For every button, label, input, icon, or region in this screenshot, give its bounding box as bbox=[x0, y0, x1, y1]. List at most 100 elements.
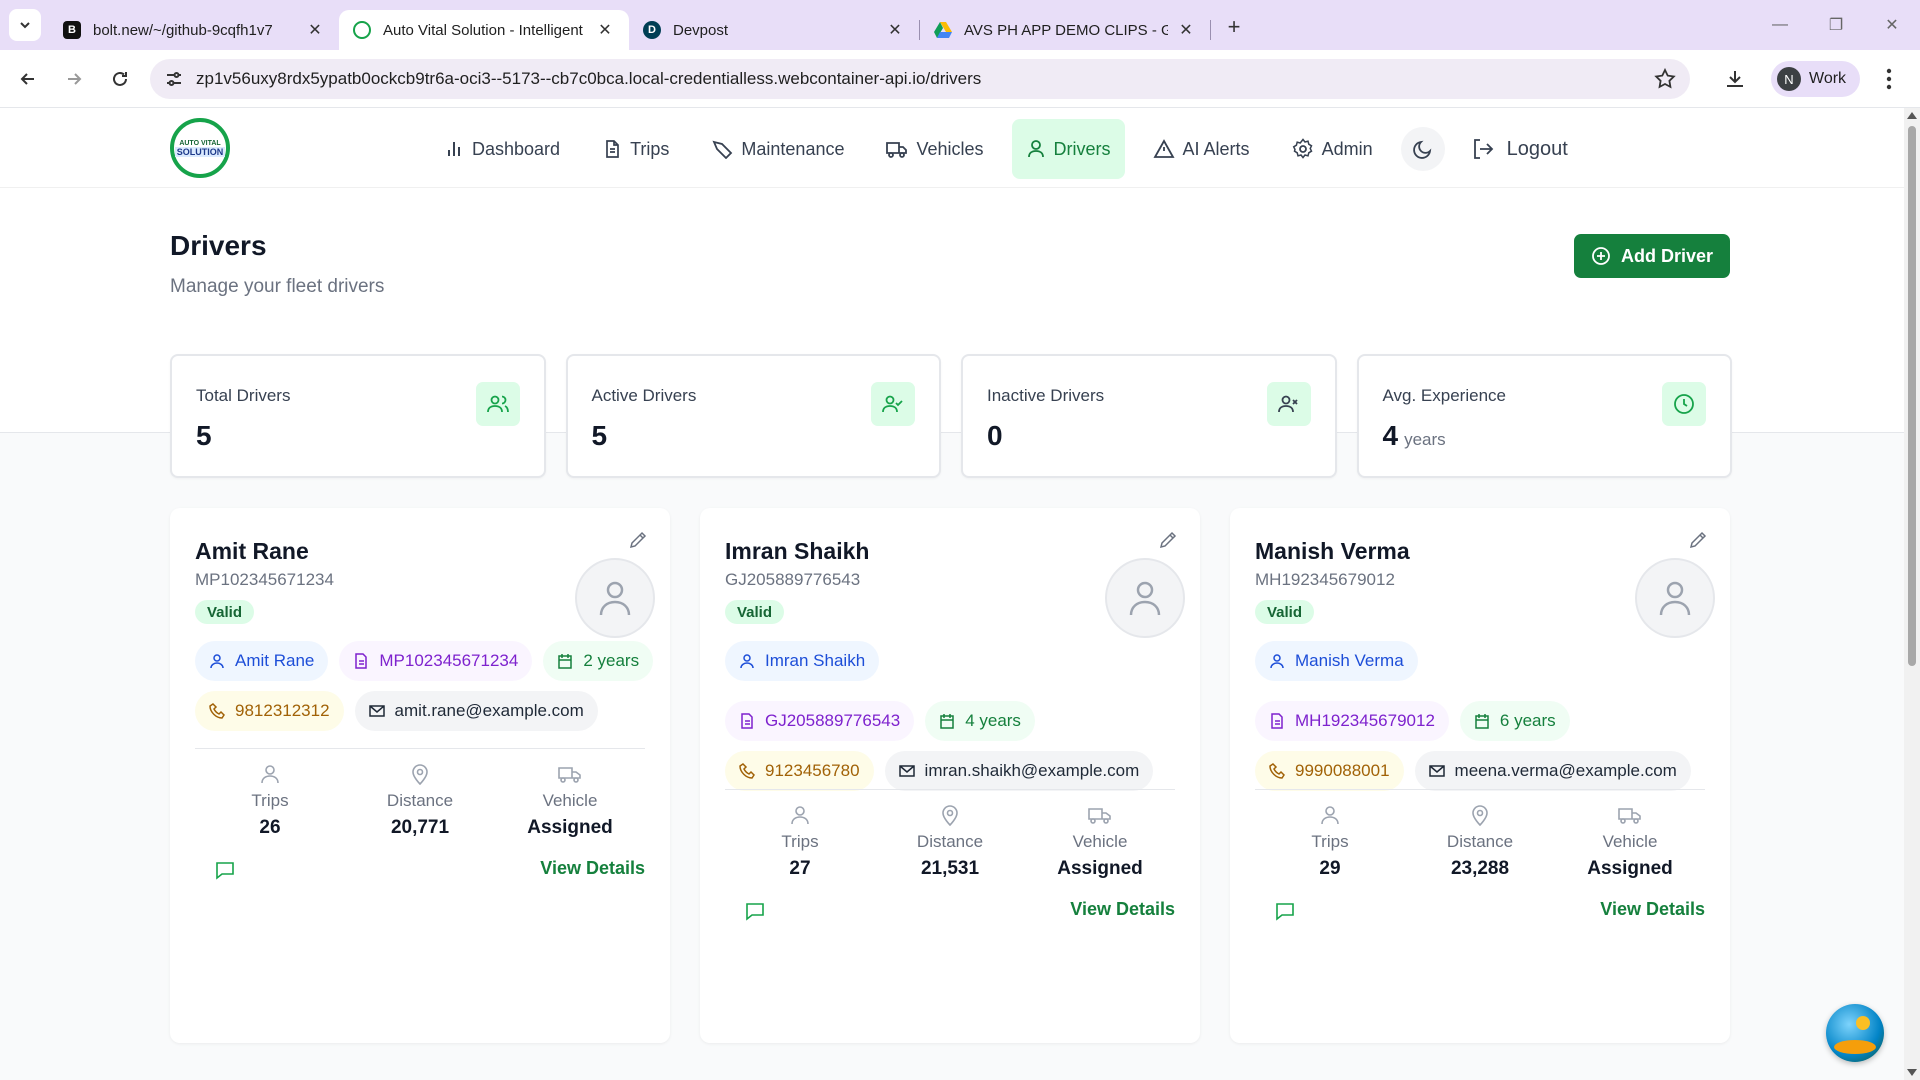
browser-tab-drive[interactable]: AVS PH APP DEMO CLIPS - Goo ✕ bbox=[920, 10, 1210, 50]
plus-circle-icon bbox=[1592, 247, 1610, 265]
metric-distance: Distance 21,531 bbox=[875, 804, 1025, 880]
map-pin-icon bbox=[412, 764, 428, 785]
reload-button[interactable] bbox=[100, 59, 140, 99]
map-pin-icon bbox=[1472, 805, 1488, 826]
profile-label: Work bbox=[1809, 70, 1847, 87]
bolt-favicon-icon: B bbox=[63, 21, 81, 39]
mail-icon bbox=[1428, 765, 1445, 777]
google-drive-icon bbox=[934, 21, 952, 39]
edit-pencil-icon[interactable] bbox=[1158, 530, 1178, 550]
profile-button[interactable]: N Work bbox=[1771, 61, 1861, 97]
edit-pencil-icon[interactable] bbox=[628, 530, 648, 550]
avatar bbox=[1635, 558, 1715, 638]
avatar bbox=[575, 558, 655, 638]
chip-phone: 9812312312 bbox=[195, 691, 344, 731]
back-button[interactable] bbox=[8, 59, 48, 99]
scrollbar-thumb[interactable] bbox=[1908, 126, 1916, 666]
more-vert-icon[interactable] bbox=[1882, 64, 1896, 94]
driver-metrics: Trips 29 Distance 23,288 Vehicle Assigne… bbox=[1255, 804, 1705, 880]
nav-trips[interactable]: Trips bbox=[588, 119, 683, 179]
close-icon[interactable]: ✕ bbox=[598, 22, 612, 39]
driver-license: MP102345671234 bbox=[195, 570, 334, 589]
nav-label: Maintenance bbox=[741, 138, 845, 159]
logout-button[interactable]: Logout bbox=[1471, 137, 1568, 161]
nav-admin[interactable]: Admin bbox=[1278, 119, 1387, 179]
license-status-badge: Valid bbox=[725, 600, 785, 624]
arrow-right-icon bbox=[68, 72, 82, 85]
view-details-link[interactable]: View Details bbox=[1070, 899, 1175, 919]
driver-card: Imran Shaikh GJ205889776543 Valid Imran … bbox=[700, 508, 1200, 1043]
address-bar[interactable]: zp1v56uxy8rdx5ypatb0ockcb9tr6a-oci3--517… bbox=[150, 59, 1690, 99]
bookmark-star-icon[interactable] bbox=[1654, 68, 1676, 90]
browser-tab-avs[interactable]: Auto Vital Solution - Intelligent ✕ bbox=[339, 10, 629, 50]
forward-button[interactable] bbox=[54, 59, 94, 99]
url-text: zp1v56uxy8rdx5ypatb0ockcb9tr6a-oci3--517… bbox=[196, 69, 982, 88]
tab-search-button[interactable] bbox=[9, 9, 41, 41]
divider bbox=[195, 748, 645, 749]
browser-tab-bar: B bolt.new/~/github-9cqfh1v7 ✕ Auto Vita… bbox=[0, 0, 1920, 50]
file-text-icon bbox=[355, 653, 368, 669]
chip-experience: 2 years bbox=[543, 641, 654, 681]
message-icon[interactable] bbox=[1275, 901, 1295, 921]
chip-name: Amit Rane bbox=[195, 641, 329, 681]
minimize-icon[interactable]: — bbox=[1772, 16, 1788, 33]
settings-icon bbox=[1292, 138, 1313, 159]
close-icon[interactable]: ✕ bbox=[888, 22, 902, 39]
browser-tab-devpost[interactable]: D Devpost ✕ bbox=[629, 10, 919, 50]
nav-dashboard[interactable]: Dashboard bbox=[430, 119, 574, 179]
mail-icon bbox=[368, 705, 385, 717]
stat-unit: years bbox=[1404, 430, 1446, 449]
new-tab-button[interactable]: + bbox=[1227, 14, 1241, 39]
view-details-link[interactable]: View Details bbox=[540, 858, 645, 878]
scroll-up-icon[interactable] bbox=[1907, 112, 1917, 119]
user-icon bbox=[740, 654, 754, 669]
tab-separator bbox=[919, 20, 920, 40]
stat-total-drivers: Total Drivers 5 bbox=[170, 354, 546, 478]
scrollbar[interactable] bbox=[1904, 108, 1920, 1080]
view-details-link[interactable]: View Details bbox=[1600, 899, 1705, 919]
license-status-badge: Valid bbox=[1255, 600, 1315, 624]
stat-active-drivers: Active Drivers 5 bbox=[565, 354, 941, 478]
nav-label: Drivers bbox=[1053, 138, 1111, 159]
logo-text-top: AUTO VITAL bbox=[179, 139, 221, 147]
chip-license: GJ205889776543 bbox=[725, 701, 915, 741]
stat-label: Total Drivers bbox=[196, 386, 291, 405]
theme-toggle-button[interactable] bbox=[1400, 127, 1445, 171]
browser-tab-bolt[interactable]: B bolt.new/~/github-9cqfh1v7 ✕ bbox=[49, 10, 339, 50]
user-icon bbox=[599, 581, 631, 616]
nav-drivers[interactable]: Drivers bbox=[1011, 119, 1125, 179]
logout-label: Logout bbox=[1506, 137, 1568, 160]
chevron-down-icon bbox=[20, 22, 30, 29]
nav-label: Vehicles bbox=[916, 138, 984, 159]
chip-name: Manish Verma bbox=[1255, 641, 1418, 681]
top-navigation: AUTO VITAL SOLUTION Dashboard Trips Main… bbox=[0, 108, 1904, 188]
tab-title: Devpost bbox=[673, 21, 729, 39]
message-icon[interactable] bbox=[745, 901, 765, 921]
driver-name: Amit Rane bbox=[195, 538, 309, 564]
phone-icon bbox=[739, 763, 755, 779]
close-window-icon[interactable]: ✕ bbox=[1885, 17, 1899, 34]
driver-metrics: Trips 27 Distance 21,531 Vehicle Assigne… bbox=[725, 804, 1175, 880]
add-driver-button[interactable]: Add Driver bbox=[1574, 234, 1730, 278]
chip-email: amit.rane@example.com bbox=[354, 691, 598, 731]
download-icon[interactable] bbox=[1724, 68, 1746, 90]
scroll-down-icon[interactable] bbox=[1907, 1069, 1917, 1076]
nav-ai-alerts[interactable]: AI Alerts bbox=[1139, 119, 1264, 179]
floating-assistant-button[interactable] bbox=[1826, 1004, 1884, 1062]
stat-value: 5 bbox=[196, 420, 212, 451]
chip-phone: 9990088001 bbox=[1255, 751, 1404, 791]
message-icon[interactable] bbox=[215, 860, 235, 880]
driver-card: Amit Rane MP102345671234 Valid Amit Rane… bbox=[170, 508, 670, 1043]
app-logo[interactable]: AUTO VITAL SOLUTION bbox=[170, 118, 230, 178]
site-settings-icon[interactable] bbox=[164, 69, 184, 89]
nav-vehicles[interactable]: Vehicles bbox=[872, 119, 997, 179]
edit-pencil-icon[interactable] bbox=[1688, 530, 1708, 550]
user-icon bbox=[1659, 581, 1691, 616]
close-icon[interactable]: ✕ bbox=[308, 22, 322, 39]
close-icon[interactable]: ✕ bbox=[1179, 22, 1193, 39]
nav-label: AI Alerts bbox=[1182, 138, 1250, 159]
driver-license: MH192345679012 bbox=[1255, 570, 1395, 589]
nav-maintenance[interactable]: Maintenance bbox=[697, 119, 858, 179]
restore-icon[interactable]: ❐ bbox=[1828, 17, 1844, 34]
stat-label: Avg. Experience bbox=[1382, 386, 1506, 405]
